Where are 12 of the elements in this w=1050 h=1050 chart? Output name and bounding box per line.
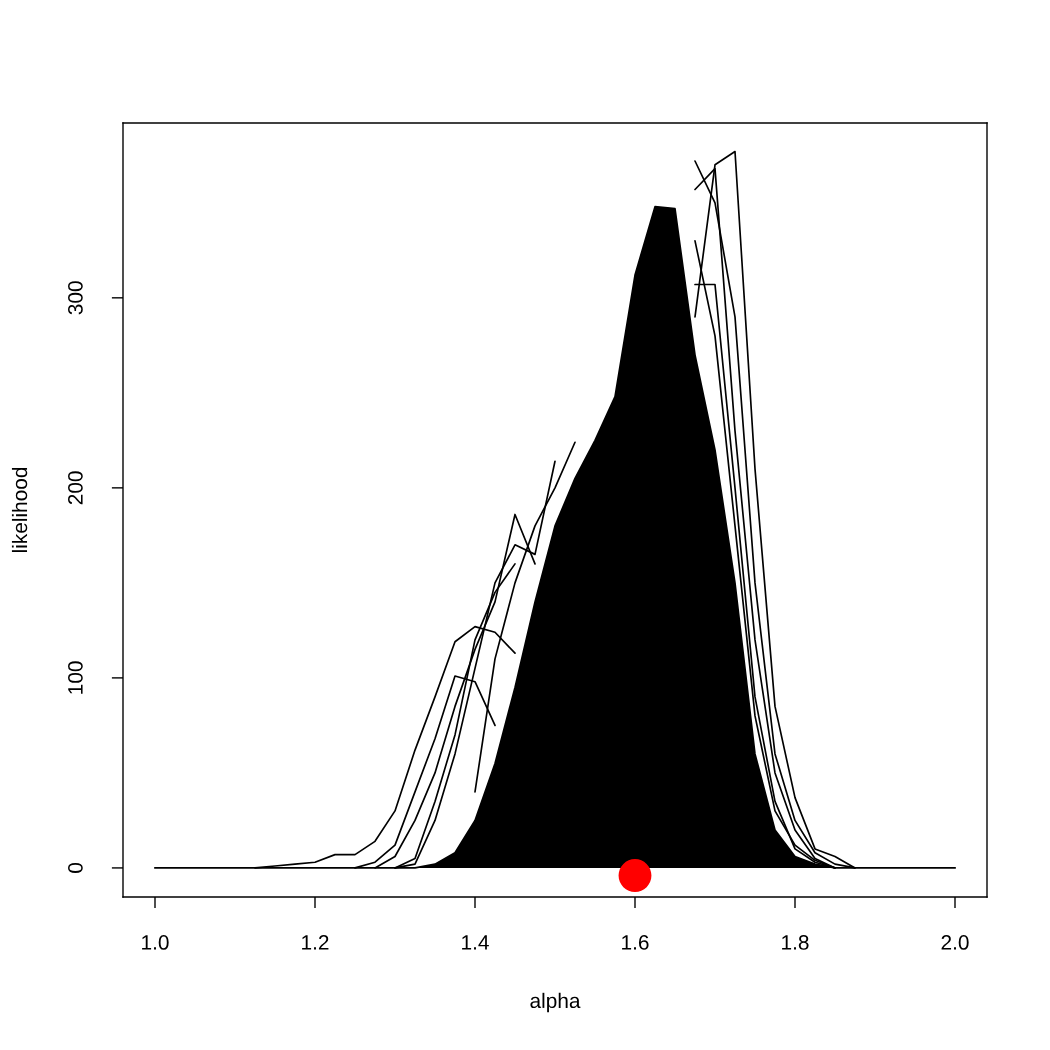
x-tick-label: 1.6 — [622, 935, 649, 950]
y-tick-label: 200 — [68, 471, 83, 505]
x-axis-title: alpha — [530, 992, 581, 1013]
x-tick-label: 1.4 — [462, 935, 489, 950]
x-tick-label: 1.8 — [782, 935, 809, 950]
y-tick-label: 100 — [68, 661, 83, 694]
x-tick-label: 1.2 — [302, 935, 329, 950]
x-tick-label: 1.0 — [142, 935, 169, 950]
y-tick-label: 0 — [68, 862, 83, 873]
y-axis-title: likelihood — [11, 467, 28, 553]
x-tick-label: 2.0 — [941, 935, 969, 950]
y-tick-label: 300 — [68, 281, 83, 315]
